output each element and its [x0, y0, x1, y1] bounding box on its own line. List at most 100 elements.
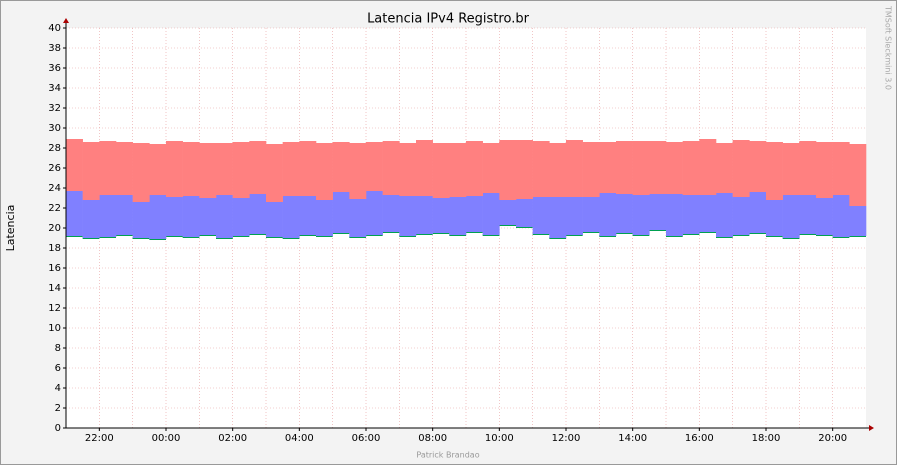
- area-segment: [732, 140, 750, 197]
- area-segment: [199, 198, 217, 235]
- area-segment: [666, 142, 683, 194]
- area-segment: [749, 192, 767, 233]
- area-segment: [466, 141, 483, 196]
- area-segment: [782, 195, 800, 238]
- area-segment: [266, 144, 283, 202]
- x-tick-label: 16:00: [685, 433, 714, 444]
- area-segment: [582, 142, 600, 197]
- area-segment: [599, 193, 617, 236]
- area-segment: [516, 199, 533, 227]
- x-tick-label: 00:00: [152, 433, 181, 444]
- area-segment: [799, 141, 817, 195]
- area-segment: [132, 143, 150, 202]
- area-segment: [166, 141, 183, 197]
- x-tick-label: 08:00: [418, 433, 447, 444]
- area-segment: [566, 197, 583, 235]
- area-segment: [299, 141, 317, 196]
- area-segment: [599, 142, 617, 193]
- area-segment: [399, 196, 417, 236]
- area-segment: [216, 143, 233, 195]
- area-segment: [549, 143, 567, 197]
- area-segment: [699, 195, 717, 232]
- y-tick-label: 24: [48, 183, 61, 194]
- area-segment: [316, 200, 333, 236]
- area-segment: [649, 194, 667, 230]
- area-segment: [149, 195, 167, 239]
- area-segment: [132, 202, 150, 238]
- area-segment: [366, 142, 383, 191]
- area-segment: [249, 141, 267, 194]
- area-segment: [632, 141, 650, 195]
- x-tick-label: 12:00: [552, 433, 581, 444]
- area-segment: [666, 194, 683, 236]
- y-tick-label: 32: [48, 103, 61, 114]
- y-axis-arrow: [63, 18, 69, 23]
- area-segment: [382, 195, 400, 232]
- area-segment: [216, 195, 233, 238]
- area-segment: [499, 200, 517, 225]
- area-segment: [116, 195, 133, 235]
- area-segment: [82, 200, 100, 238]
- area-segment: [749, 141, 767, 192]
- area-segment: [766, 200, 783, 236]
- y-tick-label: 6: [55, 363, 61, 374]
- x-tick-label: 14:00: [618, 433, 647, 444]
- y-tick-label: 12: [48, 303, 61, 314]
- area-segment: [416, 196, 433, 234]
- area-segment: [466, 196, 483, 232]
- area-segment: [149, 144, 167, 195]
- y-tick-label: 0: [55, 423, 61, 434]
- y-tick-label: 20: [48, 223, 61, 234]
- area-segment: [99, 195, 117, 237]
- y-tick-label: 8: [55, 343, 61, 354]
- x-tick-label: 22:00: [85, 433, 114, 444]
- area-segment: [699, 139, 717, 195]
- area-segment: [832, 142, 850, 195]
- area-segment: [799, 195, 817, 234]
- area-segment: [432, 143, 450, 198]
- watermark: TMSoft Sleckmini 3.0: [884, 5, 893, 90]
- area-segment: [632, 195, 650, 235]
- area-segment: [849, 206, 867, 236]
- area-segment: [816, 198, 833, 235]
- y-tick-label: 4: [55, 383, 61, 394]
- area-segment: [266, 202, 283, 237]
- x-tick-label: 18:00: [752, 433, 781, 444]
- area-segment: [549, 197, 567, 238]
- area-segment: [499, 140, 517, 200]
- chart-title: Latencia IPv4 Registro.br: [367, 12, 530, 27]
- area-segment: [182, 196, 200, 237]
- area-segment: [416, 140, 433, 196]
- area-segment: [532, 197, 550, 234]
- y-tick-label: 14: [48, 283, 61, 294]
- y-tick-label: 28: [48, 143, 61, 154]
- area-segment: [232, 198, 250, 236]
- area-segment: [832, 195, 850, 237]
- x-tick-label: 20:00: [818, 433, 847, 444]
- x-tick-label: 10:00: [485, 433, 514, 444]
- area-segment: [449, 197, 467, 235]
- area-segment: [66, 191, 83, 236]
- y-tick-label: 36: [48, 63, 61, 74]
- area-segment: [482, 143, 500, 193]
- area-segment: [582, 197, 600, 232]
- area-segment: [66, 139, 83, 191]
- area-segment: [682, 141, 700, 195]
- area-segment: [849, 144, 867, 206]
- y-axis-label: Latencia: [4, 205, 17, 252]
- area-segment: [399, 143, 417, 196]
- area-segment: [566, 140, 583, 197]
- area-segment: [332, 142, 350, 192]
- area-segment: [182, 142, 200, 196]
- area-segment: [816, 142, 833, 198]
- area-segment: [232, 142, 250, 198]
- y-tick-label: 30: [48, 123, 61, 134]
- area-segment: [482, 193, 500, 235]
- x-tick-label: 02:00: [218, 433, 247, 444]
- area-segment: [616, 141, 633, 194]
- y-tick-label: 38: [48, 43, 61, 54]
- area-segment: [249, 194, 267, 234]
- y-tick-label: 40: [48, 23, 61, 34]
- y-tick-label: 22: [48, 203, 61, 214]
